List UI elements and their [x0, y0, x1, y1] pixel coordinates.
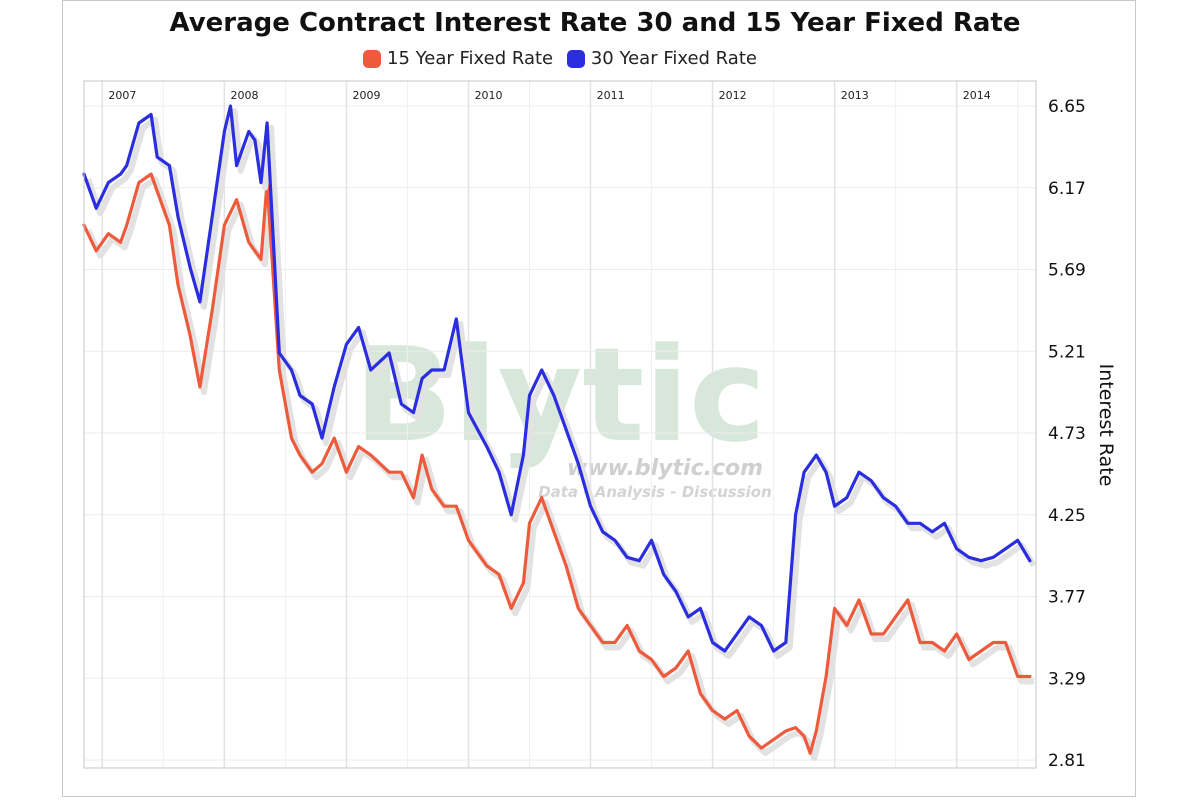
axes: 6.65 6.17 5.69 5.21 4.73 4.25 3.77 3.29 2.81 2007…: [83, 80, 1086, 771]
legend-swatch-15-year: [363, 49, 382, 68]
x-tick-label: 2012: [719, 89, 747, 102]
x-tick-label: 2009: [353, 89, 381, 102]
y-tick-label: 2.81: [1048, 751, 1086, 771]
watermark-url: www.blytic.com: [567, 456, 763, 481]
legend-item-15-year[interactable]: 15 Year Fixed Rate: [363, 48, 553, 69]
series-line-15-year[interactable]: [82, 172, 1032, 755]
legend-item-30-year[interactable]: 30 Year Fixed Rate: [566, 48, 757, 69]
series-shadow-0: [85, 176, 1034, 762]
y-tick-label: 3.77: [1048, 588, 1086, 608]
y-tick-label: 5.21: [1048, 342, 1086, 362]
y-tick-label: 6.17: [1048, 179, 1086, 199]
y-tick-label: 5.69: [1048, 261, 1086, 281]
x-tick-label: 2011: [597, 89, 625, 102]
series-line-30-year[interactable]: [82, 104, 1032, 653]
y-axis-label: Interest Rate: [1095, 364, 1117, 487]
y-tick-label: 3.29: [1048, 669, 1086, 689]
legend-label-30-year: 30 Year Fixed Rate: [590, 48, 757, 69]
grid: [84, 81, 1036, 768]
legend-swatch-30-year: [566, 49, 585, 68]
y-tick-label: 6.65: [1048, 97, 1086, 117]
series-layer: [82, 104, 1037, 762]
y-tick-label: 4.73: [1048, 424, 1086, 444]
chart-legend: 15 Year Fixed Rate 30 Year Fixed Rate: [0, 48, 1120, 73]
x-tick-label: 2013: [841, 89, 869, 102]
plot-area-border: [83, 80, 1037, 769]
watermark-brand: Blytic: [354, 319, 766, 471]
x-tick-label: 2007: [108, 89, 136, 102]
x-tick-label: 2010: [475, 89, 503, 102]
x-tick-label: 2008: [230, 89, 258, 102]
legend-label-15-year: 15 Year Fixed Rate: [387, 48, 554, 69]
chart-title: Average Contract Interest Rate 30 and 15…: [169, 8, 1021, 38]
x-tick-label: 2014: [963, 89, 991, 102]
watermark-tagline: Data - Analysis - Discussion: [538, 483, 772, 501]
y-tick-label: 4.25: [1048, 506, 1086, 526]
